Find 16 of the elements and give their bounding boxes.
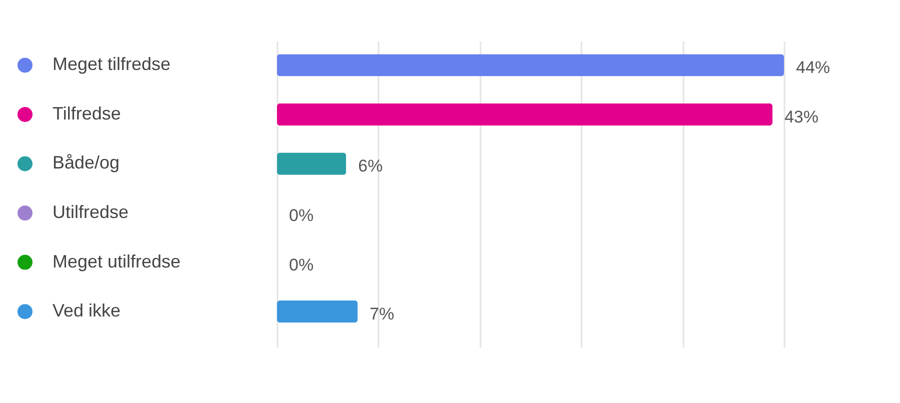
bar xyxy=(277,103,772,126)
bar xyxy=(277,54,784,76)
y-tick-label: Ved ikke xyxy=(52,300,121,321)
data-label: 7% xyxy=(370,304,394,324)
y-tick-label: Både/og xyxy=(52,152,120,173)
bar xyxy=(277,300,358,323)
data-label: 0% xyxy=(289,206,314,226)
data-label: 44% xyxy=(796,58,830,78)
y-tick-label: Meget utilfredse xyxy=(52,251,181,272)
data-label: 6% xyxy=(358,156,383,176)
y-tick-label: Tilfredse xyxy=(52,103,121,124)
y-tick-label: Meget tilfredse xyxy=(52,54,171,74)
bar xyxy=(277,152,346,175)
data-label: 0% xyxy=(289,255,314,274)
data-label: 43% xyxy=(784,107,819,126)
y-tick-label: Utilfredse xyxy=(52,202,129,222)
